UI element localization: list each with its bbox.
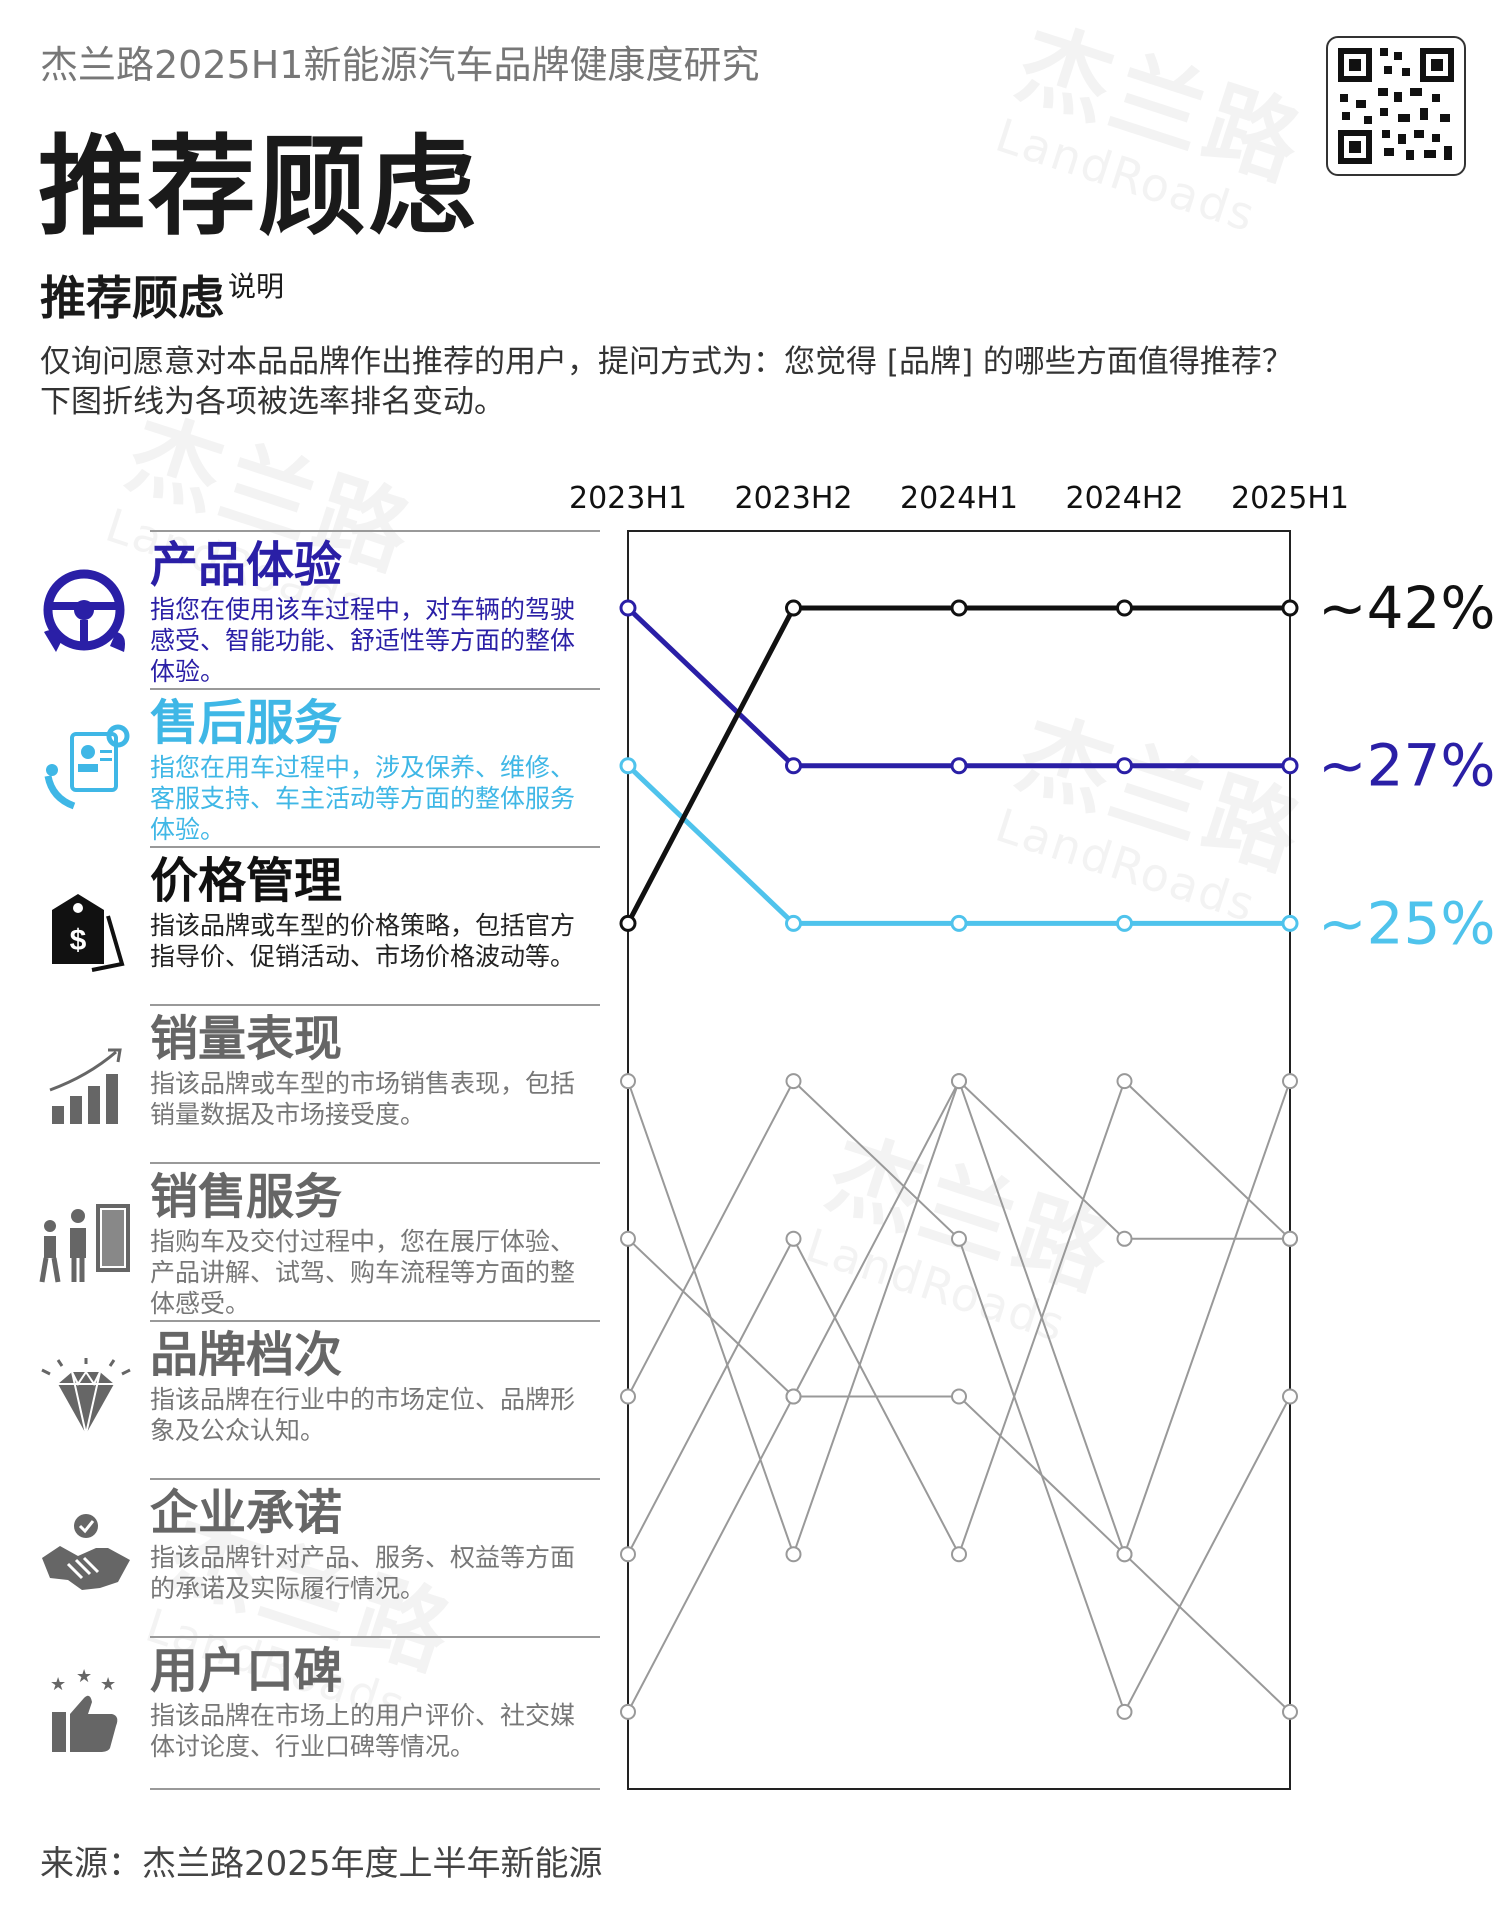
- category-desc: 指该品牌在行业中的市场定位、品牌形象及公众认知。: [150, 1385, 576, 1445]
- category-name: 价格管理: [150, 853, 343, 909]
- category-after-sales: 售后服务 指您在用车过程中，涉及保养、维修、客服支持、车主活动等方面的整体服务体…: [150, 688, 600, 845]
- series-point: [620, 1073, 636, 1090]
- series-point: [785, 914, 802, 932]
- series-point: [619, 914, 637, 932]
- steering-wheel-icon: [38, 562, 134, 658]
- series-point: [950, 757, 968, 775]
- price-tag-icon: $: [38, 880, 134, 976]
- source-note: 来源：杰兰路2025年度上半年新能源: [40, 1844, 603, 1884]
- category-sales-service: 销售服务 指购车及交付过程中，您在展厅体验、产品讲解、试驾、购车流程等方面的整体…: [150, 1162, 600, 1319]
- series-point: [619, 757, 637, 775]
- svg-text:$: $: [70, 924, 87, 957]
- series-point: [785, 599, 802, 617]
- section-title: 推荐顾虑 说明: [40, 270, 285, 325]
- series-point: [950, 914, 968, 932]
- series-point: [620, 1703, 636, 1720]
- series-line: [627, 1079, 1291, 1557]
- end-value-label: ~42%: [1318, 574, 1496, 642]
- category-desc: 指该品牌在市场上的用户评价、社交媒体讨论度、行业口碑等情况。: [150, 1701, 576, 1761]
- series-point: [620, 1546, 636, 1563]
- series-point: [620, 1230, 636, 1247]
- category-name: 销量表现: [150, 1011, 343, 1067]
- category-sales-performance: 销量表现 指该品牌或车型的市场销售表现，包括销量数据及市场接受度。: [150, 1004, 600, 1130]
- grey-series-group: [620, 1073, 1298, 1720]
- category-brand-tier: 品牌档次 指该品牌在行业中的市场定位、品牌形象及公众认知。: [150, 1320, 600, 1446]
- series-point: [785, 1073, 802, 1090]
- series-point: [619, 599, 637, 617]
- series-point: [1282, 1388, 1298, 1405]
- category-name: 品牌档次: [150, 1327, 343, 1383]
- series-point: [951, 1546, 967, 1563]
- category-word-of-mouth: 用户口碑 指该品牌在市场上的用户评价、社交媒体讨论度、行业口碑等情况。: [150, 1636, 600, 1790]
- series-point: [1116, 1230, 1133, 1247]
- series-point: [785, 1388, 802, 1405]
- page-title: 推荐顾虑: [38, 125, 479, 250]
- category-desc: 指购车及交付过程中，您在展厅体验、产品讲解、试驾、购车流程等方面的整体感受。: [150, 1227, 576, 1318]
- category-name: 产品体验: [150, 537, 343, 593]
- category-commitment: 企业承诺 指该品牌针对产品、服务、权益等方面的承诺及实际履行情况。: [150, 1478, 600, 1604]
- category-name: 售后服务: [150, 695, 343, 751]
- x-tick-label: 2023H2: [735, 481, 853, 516]
- series-line: [626, 763, 1290, 926]
- series-point: [785, 1546, 802, 1563]
- series-point: [951, 1073, 967, 1090]
- category-desc: 指该品牌针对产品、服务、权益等方面的承诺及实际履行情况。: [150, 1543, 576, 1603]
- category-price: 价格管理 指该品牌或车型的价格策略，包括官方指导价、促销活动、市场价格波动等。: [150, 846, 600, 972]
- series-point: [950, 599, 968, 617]
- description-line-1: 仅询问愿意对本品品牌作出推荐的用户，提问方式为：您觉得 [品牌] 的哪些方面值得…: [40, 344, 1293, 380]
- report-kicker: 杰兰路2025H1新能源汽车品牌健康度研究: [40, 43, 760, 87]
- chart-frame: [627, 530, 1291, 1790]
- end-labels-group: ~27% ~25% ~42%: [1318, 574, 1496, 957]
- series-point: [1281, 599, 1299, 617]
- x-tick-label: 2024H2: [1066, 481, 1184, 516]
- series-point: [1116, 1703, 1133, 1720]
- series-point: [785, 1230, 802, 1247]
- series-point: [1282, 1703, 1298, 1720]
- category-name: 销售服务: [150, 1169, 343, 1225]
- series-point: [785, 757, 802, 775]
- series-point: [1282, 1230, 1298, 1247]
- series-point: [1281, 757, 1299, 775]
- description-line-2: 下图折线为各项被选率排名变动。: [40, 384, 505, 420]
- highlight-series-group: [619, 599, 1299, 932]
- category-desc: 指该品牌或车型的市场销售表现，包括销量数据及市场接受度。: [150, 1069, 576, 1129]
- svg-text:★: ★: [50, 1674, 66, 1695]
- series-point: [1116, 757, 1133, 775]
- category-desc: 指该品牌或车型的价格策略，包括官方指导价、促销活动、市场价格波动等。: [150, 911, 576, 971]
- series-line: [627, 1078, 1291, 1558]
- series-point: [1116, 1546, 1133, 1563]
- thumbs-up-icon: ★ ★ ★: [38, 1666, 134, 1764]
- series-point: [951, 1388, 967, 1405]
- x-tick-label: 2025H1: [1231, 481, 1349, 516]
- series-point: [951, 1230, 967, 1247]
- category-product-experience: 产品体验 指您在使用该车过程中，对车辆的驾驶感受、智能功能、舒适性等方面的整体体…: [150, 530, 600, 687]
- x-tick-label: 2024H1: [900, 481, 1018, 516]
- series-line: [626, 606, 1290, 769]
- series-point: [1116, 599, 1133, 617]
- series-point: [1281, 914, 1299, 932]
- end-value-label: ~25%: [1318, 889, 1496, 957]
- series-point: [1116, 1073, 1133, 1090]
- series-point: [1282, 1073, 1298, 1090]
- category-name: 企业承诺: [150, 1485, 343, 1541]
- x-tick-label: 2023H1: [569, 481, 687, 516]
- x-axis-ticks: 2023H1 2023H2 2024H1 2024H2 2025H1: [569, 481, 1349, 516]
- end-value-label: ~27%: [1318, 732, 1496, 800]
- handshake-icon: [38, 1508, 134, 1604]
- series-point: [620, 1388, 636, 1405]
- qr-code-icon: [1326, 36, 1466, 176]
- category-desc: 指您在用车过程中，涉及保养、维修、客服支持、车主活动等方面的整体服务体验。: [150, 753, 576, 844]
- svg-text:★: ★: [76, 1668, 92, 1687]
- series-point: [1116, 914, 1133, 932]
- svg-text:★: ★: [100, 1674, 116, 1695]
- bar-chart-icon: [38, 1040, 134, 1136]
- showroom-icon: [38, 1196, 134, 1292]
- diamond-icon: [38, 1352, 134, 1448]
- category-name: 用户口碑: [150, 1643, 343, 1699]
- category-desc: 指您在使用该车过程中，对车辆的驾驶感受、智能功能、舒适性等方面的整体体验。: [150, 595, 576, 686]
- service-icon: [38, 720, 134, 816]
